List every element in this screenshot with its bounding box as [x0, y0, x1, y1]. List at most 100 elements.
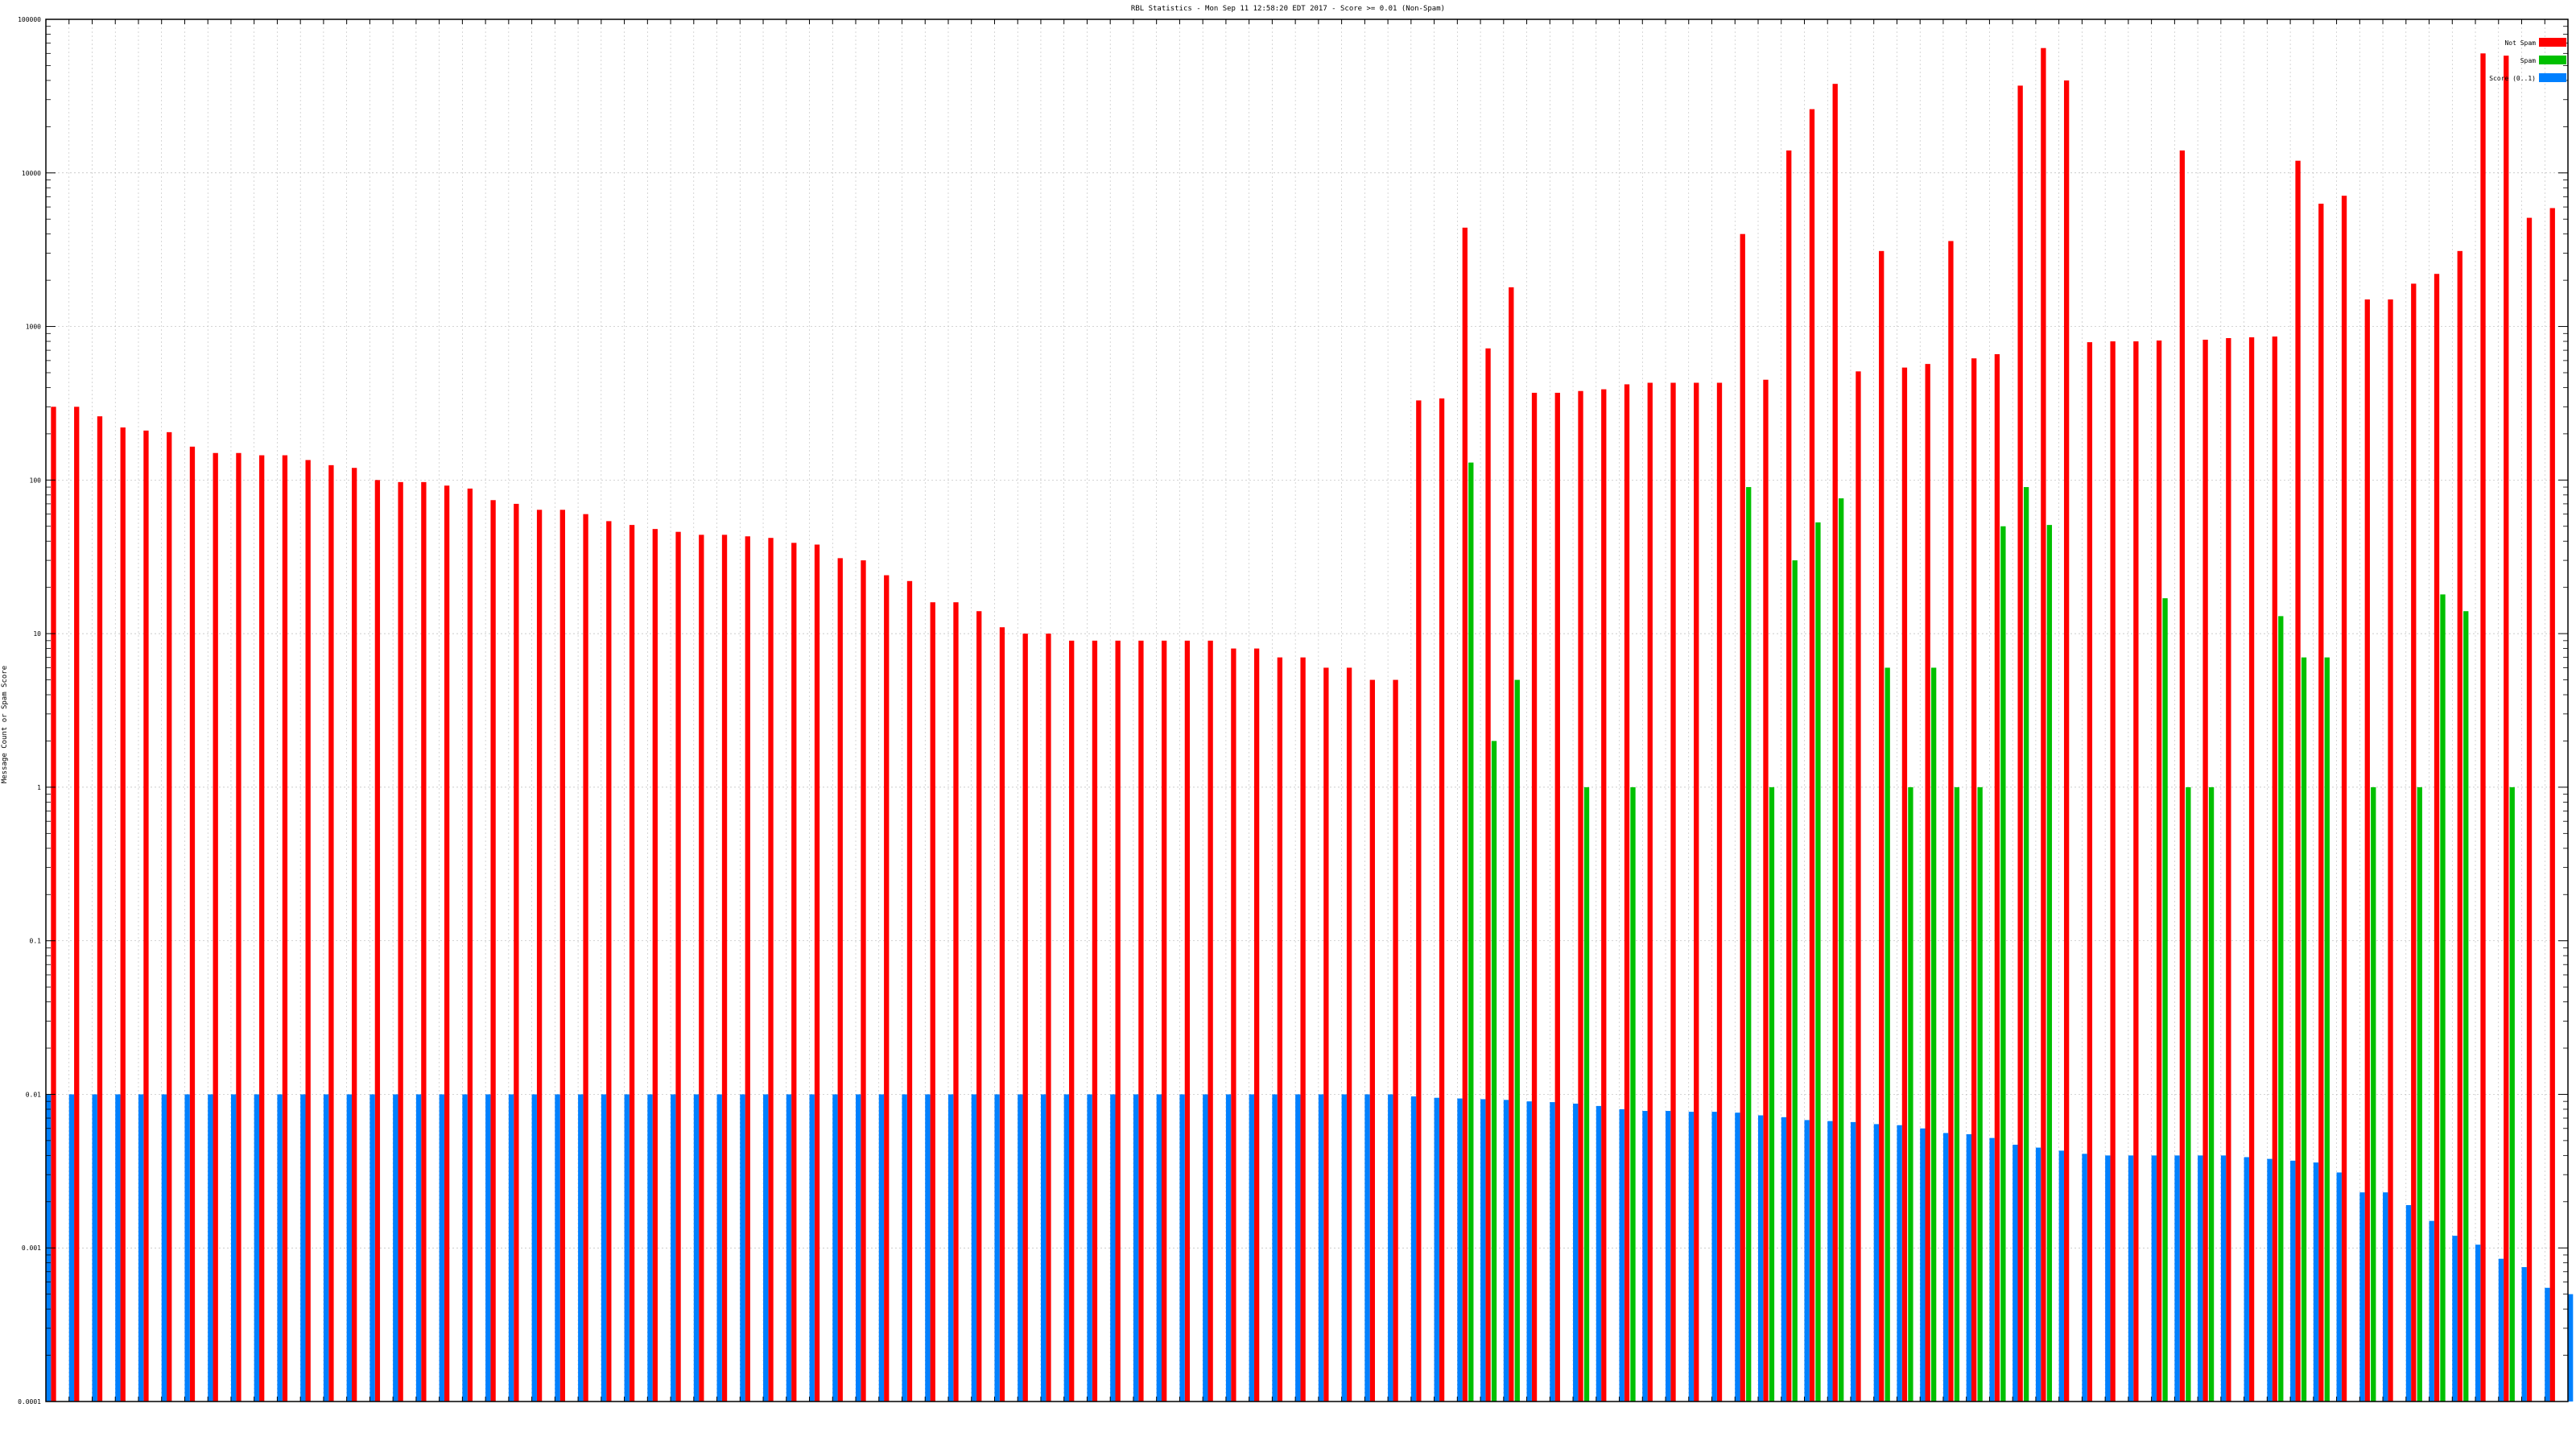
bar-spam	[1908, 786, 1913, 1402]
bar-not-spam	[652, 529, 658, 1402]
bar-spam	[2186, 786, 2191, 1402]
bar-not-spam	[1948, 241, 1954, 1402]
bar-not-spam	[2179, 150, 2186, 1402]
bar-not-spam	[328, 464, 334, 1402]
bar-score-0-1	[555, 1094, 560, 1402]
bar-score-0-1	[763, 1094, 769, 1402]
bar-spam	[2046, 525, 2053, 1402]
bar-score-0-1	[92, 1094, 97, 1402]
y-tick-label: 100	[30, 477, 42, 484]
bar-not-spam	[1786, 150, 1792, 1402]
bar-not-spam	[906, 580, 913, 1402]
y-tick-label: 0.0001	[18, 1398, 41, 1406]
bar-score-0-1	[2498, 1258, 2504, 1402]
bar-not-spam	[1323, 667, 1329, 1402]
bar-not-spam	[467, 488, 473, 1402]
bar-score-0-1	[300, 1094, 306, 1402]
bar-not-spam	[745, 536, 750, 1402]
bar-score-0-1	[2128, 1155, 2134, 1402]
bar-not-spam	[1439, 398, 1445, 1402]
bar-score-0-1	[369, 1094, 375, 1402]
bar-spam	[2324, 657, 2330, 1402]
bar-score-0-1	[1573, 1103, 1579, 1402]
bar-score-0-1	[716, 1094, 722, 1402]
bar-not-spam	[2526, 217, 2533, 1402]
bars	[46, 47, 2574, 1402]
bar-spam	[2208, 786, 2215, 1402]
bar-spam	[2440, 594, 2446, 1402]
bar-score-0-1	[1711, 1112, 1717, 1402]
bar-score-0-1	[393, 1094, 398, 1402]
bar-score-0-1	[2082, 1154, 2087, 1402]
bar-score-0-1	[2405, 1205, 2412, 1402]
bar-score-0-1	[2313, 1162, 2319, 1402]
bar-score-0-1	[415, 1094, 422, 1402]
bar-not-spam	[1115, 640, 1121, 1402]
bar-not-spam	[699, 535, 704, 1402]
bar-not-spam	[2041, 47, 2046, 1402]
bar-score-0-1	[161, 1094, 167, 1402]
bar-spam	[1491, 741, 1497, 1402]
bar-score-0-1	[1434, 1097, 1439, 1402]
bar-score-0-1	[2290, 1160, 2296, 1402]
bar-not-spam	[1925, 364, 1930, 1402]
bar-score-0-1	[902, 1094, 907, 1402]
bar-not-spam	[213, 452, 218, 1402]
bar-score-0-1	[2429, 1220, 2434, 1402]
bar-spam	[2278, 616, 2284, 1402]
y-tick-label: 10	[33, 630, 41, 638]
bar-score-0-1	[2198, 1155, 2203, 1402]
bar-score-0-1	[624, 1094, 630, 1402]
bar-score-0-1	[1989, 1137, 1995, 1402]
y-tick-label: 10000	[22, 170, 41, 177]
bar-not-spam	[861, 560, 866, 1402]
bar-score-0-1	[508, 1094, 514, 1402]
y-axis-label: Message Count or Spam Score	[1, 666, 9, 783]
bar-score-0-1	[832, 1094, 838, 1402]
bar-score-0-1	[2452, 1236, 2458, 1402]
bar-score-0-1	[184, 1094, 190, 1402]
bar-not-spam	[1647, 382, 1653, 1402]
bar-not-spam	[514, 503, 519, 1402]
bar-not-spam	[1809, 109, 1815, 1402]
bar-not-spam	[1046, 634, 1051, 1402]
bar-not-spam	[444, 485, 450, 1402]
bar-not-spam	[97, 416, 103, 1402]
bar-score-0-1	[786, 1094, 792, 1402]
bar-score-0-1	[994, 1094, 1000, 1402]
bar-not-spam	[51, 407, 56, 1402]
bar-score-0-1	[485, 1094, 491, 1402]
legend-swatch	[2539, 73, 2566, 82]
legend-label: Score (0..1)	[2489, 75, 2536, 82]
bar-score-0-1	[1203, 1094, 1208, 1402]
bar-not-spam	[2318, 204, 2324, 1402]
legend-label: Not Spam	[2504, 39, 2536, 47]
bar-not-spam	[1462, 227, 1468, 1402]
legend: Not Spam Spam Score (0..1)	[2489, 38, 2566, 82]
bar-score-0-1	[1735, 1113, 1740, 1402]
bar-score-0-1	[647, 1094, 653, 1402]
bar-not-spam	[1509, 287, 1514, 1402]
bar-not-spam	[1694, 382, 1699, 1402]
bar-score-0-1	[1179, 1094, 1185, 1402]
bar-not-spam	[2457, 250, 2462, 1402]
bar-score-0-1	[1364, 1094, 1370, 1402]
bar-not-spam	[1832, 84, 1838, 1402]
bar-not-spam	[1879, 250, 1885, 1402]
bar-not-spam	[1231, 648, 1236, 1402]
bar-score-0-1	[1295, 1094, 1301, 1402]
bar-score-0-1	[1388, 1094, 1393, 1402]
bar-score-0-1	[1942, 1133, 1949, 1402]
bar-not-spam	[791, 543, 797, 1402]
bar-not-spam	[2156, 341, 2162, 1402]
bar-not-spam	[2248, 337, 2255, 1402]
bar-score-0-1	[925, 1094, 931, 1402]
bar-not-spam	[2110, 341, 2116, 1402]
bar-score-0-1	[971, 1094, 977, 1402]
chart-title: RBL Statistics - Mon Sep 11 12:58:20 EDT…	[1131, 5, 1445, 13]
bar-not-spam	[675, 531, 681, 1402]
bar-not-spam	[74, 407, 80, 1402]
bar-not-spam	[398, 481, 403, 1402]
bar-not-spam	[1277, 657, 1283, 1402]
